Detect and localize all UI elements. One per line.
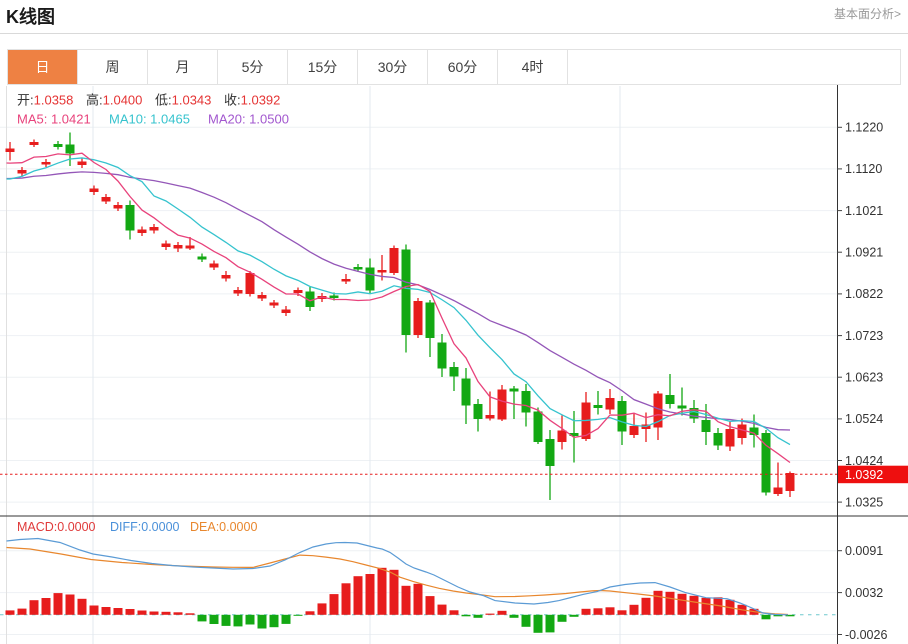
svg-text:0.0032: 0.0032 — [845, 586, 883, 600]
svg-text:0.0091: 0.0091 — [845, 544, 883, 558]
svg-text:1.0822: 1.0822 — [845, 287, 883, 301]
svg-text:1.1220: 1.1220 — [845, 121, 883, 135]
svg-text:1.0392: 1.0392 — [845, 468, 883, 482]
svg-text:1.1021: 1.1021 — [845, 204, 883, 218]
svg-text:1.0325: 1.0325 — [845, 495, 883, 509]
svg-text:1.0524: 1.0524 — [845, 412, 883, 426]
svg-text:1.0623: 1.0623 — [845, 371, 883, 385]
svg-text:1.0921: 1.0921 — [845, 246, 883, 260]
svg-text:-0.0026: -0.0026 — [845, 628, 887, 642]
svg-text:1.0723: 1.0723 — [845, 329, 883, 343]
svg-text:1.1120: 1.1120 — [845, 162, 882, 176]
svg-text:1.0424: 1.0424 — [845, 454, 883, 468]
